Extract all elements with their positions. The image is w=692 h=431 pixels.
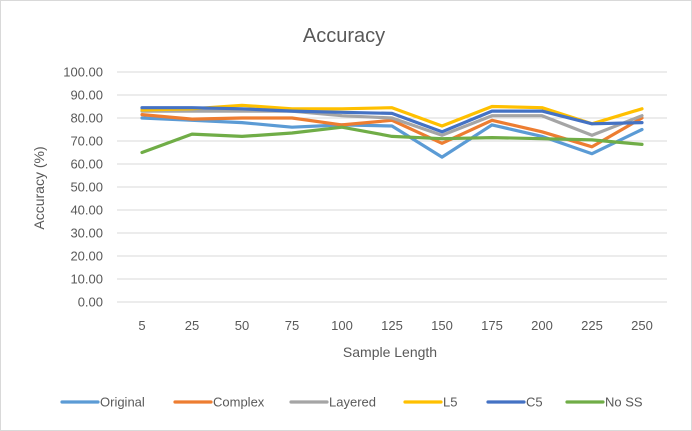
legend-label: Layered bbox=[329, 395, 376, 410]
y-tick-label: 0.00 bbox=[78, 295, 103, 310]
x-axis-label: Sample Length bbox=[343, 344, 437, 360]
x-tick-label: 50 bbox=[235, 318, 249, 333]
series-line-layered bbox=[140, 109, 644, 137]
legend-label: L5 bbox=[443, 395, 457, 410]
chart-title: Accuracy bbox=[303, 25, 385, 47]
x-tick-label: 75 bbox=[285, 318, 299, 333]
series-line-complex bbox=[140, 112, 644, 149]
x-tick-label: 225 bbox=[581, 318, 603, 333]
x-tick-label: 125 bbox=[381, 318, 403, 333]
legend-label: Original bbox=[100, 395, 145, 410]
legend-label: C5 bbox=[526, 395, 543, 410]
y-tick-label: 60.00 bbox=[70, 157, 103, 172]
y-tick-label: 80.00 bbox=[70, 111, 103, 126]
legend-item: C5 bbox=[486, 395, 543, 410]
legend-item: L5 bbox=[403, 395, 457, 410]
series-line-no-ss bbox=[140, 125, 644, 155]
legend-label: Complex bbox=[213, 395, 265, 410]
series-line-original bbox=[140, 116, 644, 159]
x-tick-label: 5 bbox=[138, 318, 145, 333]
y-tick-label: 100.00 bbox=[63, 65, 103, 80]
y-tick-labels: 0.00 10.00 20.00 30.00 40.00 50.00 60.00 70.00 8… bbox=[63, 65, 103, 310]
x-tick-label: 25 bbox=[185, 318, 199, 333]
legend-item: No SS bbox=[565, 395, 643, 410]
y-tick-label: 50.00 bbox=[70, 180, 103, 195]
x-tick-label: 100 bbox=[331, 318, 353, 333]
y-axis-label: Accuracy (%) bbox=[31, 146, 47, 229]
series-lines bbox=[140, 103, 644, 159]
x-tick-label: 150 bbox=[431, 318, 453, 333]
series-line-l5 bbox=[140, 103, 644, 128]
legend: Original Complex Layered L5 C5 No SS bbox=[60, 395, 643, 410]
legend-label: No SS bbox=[605, 395, 643, 410]
y-tick-label: 70.00 bbox=[70, 134, 103, 149]
x-tick-label: 200 bbox=[531, 318, 553, 333]
y-tick-label: 30.00 bbox=[70, 226, 103, 241]
legend-item: Complex bbox=[173, 395, 265, 410]
y-tick-label: 10.00 bbox=[70, 272, 103, 287]
y-tick-label: 90.00 bbox=[70, 88, 103, 103]
x-tick-label: 175 bbox=[481, 318, 503, 333]
legend-item: Layered bbox=[289, 395, 376, 410]
legend-item: Original bbox=[60, 395, 145, 410]
y-tick-label: 20.00 bbox=[70, 249, 103, 264]
series-line-c5 bbox=[140, 106, 644, 134]
y-tick-label: 40.00 bbox=[70, 203, 103, 218]
x-tick-label: 250 bbox=[631, 318, 653, 333]
x-tick-labels: 5 25 50 75 100 125 150 175 200 225 250 bbox=[138, 318, 652, 333]
